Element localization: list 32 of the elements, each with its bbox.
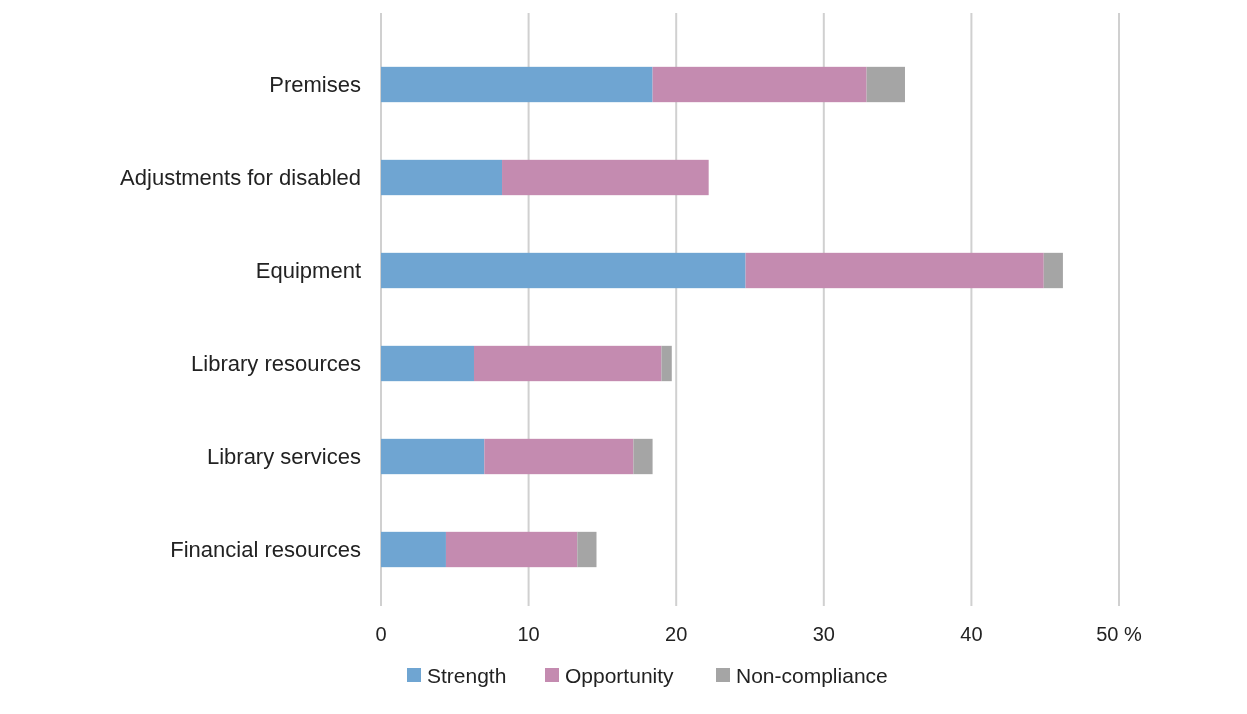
y-tick-label: Library services: [206, 444, 361, 470]
bar: [381, 66, 653, 103]
bar: [502, 159, 709, 196]
bar: [381, 531, 446, 568]
bar: [661, 345, 672, 382]
y-tick-label: Equipment: [255, 258, 361, 284]
y-tick-label: Library resources: [191, 351, 361, 377]
x-tick-label: 20: [665, 623, 688, 645]
bar: [1043, 252, 1063, 289]
legend-label: Opportunity: [565, 664, 675, 688]
x-tick-label: 50 %: [1096, 623, 1143, 645]
bar: [381, 159, 503, 196]
bar: [381, 345, 474, 382]
bar: [633, 438, 653, 475]
legend-label: Strength: [427, 664, 507, 688]
bar: [484, 438, 634, 475]
bar: [652, 66, 867, 103]
x-tick-label: 10: [517, 623, 540, 645]
bar: [381, 438, 485, 475]
y-tick-label: Financial resources: [170, 537, 361, 563]
bar: [381, 252, 746, 289]
x-tick-label: 30: [812, 623, 835, 645]
y-tick-label: Adjustments for disabled: [120, 165, 361, 191]
bar: [473, 345, 662, 382]
bar: [866, 66, 905, 103]
x-tick-label: 0: [375, 623, 387, 645]
legend-label: Non-compliance: [736, 664, 888, 688]
bar: [745, 252, 1044, 289]
bar: [445, 531, 578, 568]
y-tick-label: Premises: [269, 72, 361, 98]
bar: [577, 531, 597, 568]
x-tick-label: 40: [960, 623, 983, 645]
